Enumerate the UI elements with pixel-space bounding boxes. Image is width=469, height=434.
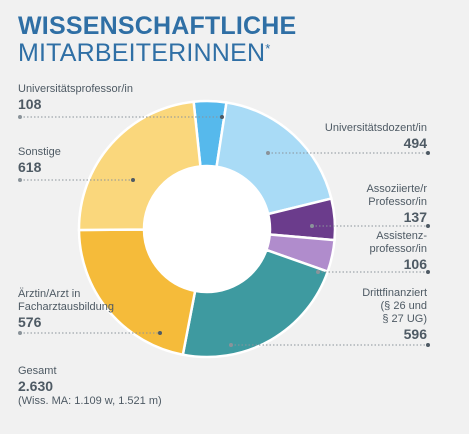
donut-slices	[77, 99, 337, 359]
total-note: (Wiss. MA: 1.109 w, 1.521 m)	[18, 395, 162, 407]
label-value: 618	[18, 159, 42, 175]
total-value: 2.630	[18, 378, 54, 394]
total-label: Gesamt	[18, 365, 57, 377]
label-sonstige: Sonstige 618	[18, 146, 61, 176]
label-value: 596	[403, 326, 427, 342]
leader-dot-dozent	[266, 151, 270, 155]
label-universitaetsdozent: Universitätsdozent/in 494	[325, 122, 427, 152]
chart-title-line2: MITARBEITERINNEN*	[18, 41, 270, 66]
chart-title-line1: WISSENSCHAFTLICHE	[18, 12, 297, 40]
leader-dot-assoz	[426, 224, 430, 228]
leader-lines	[18, 115, 430, 347]
donut-hole	[144, 166, 270, 292]
leader-dot-dritt	[426, 343, 430, 347]
leader-dot-dritt	[229, 343, 233, 347]
label-name: Universitätsprofessor/in	[18, 83, 133, 95]
label-name: Assoziierte/r	[366, 183, 427, 195]
leader-dot-arzt	[158, 331, 162, 335]
label-value: 494	[403, 135, 427, 151]
label-name: § 27 UG)	[382, 313, 427, 325]
leader-dot-assist	[426, 270, 430, 274]
leader-dot-dozent	[426, 151, 430, 155]
label-name: Assistenz-	[376, 230, 427, 242]
label-name: Universitätsdozent/in	[324, 122, 427, 134]
leader-dot-assist	[316, 270, 320, 274]
label-value: 108	[18, 96, 42, 112]
chart-title-line2-text: MITARBEITERINNEN	[18, 39, 266, 67]
label-value: 106	[403, 256, 427, 272]
leader-dot-uniprof	[220, 115, 224, 119]
label-name: Ärztin/Arzt in	[18, 288, 81, 300]
leader-dot-sonst	[18, 178, 22, 182]
label-drittfinanziert: Drittfinanziert (§ 26 und § 27 UG) 596	[362, 287, 427, 343]
label-name: Sonstige	[18, 146, 61, 158]
footnote-mark: *	[265, 41, 271, 56]
label-value: 137	[403, 209, 427, 225]
label-name: (§ 26 und	[380, 300, 427, 312]
leader-dot-arzt	[18, 331, 22, 335]
label-assistenzprofessor: Assistenz- professor/in 106	[370, 230, 427, 273]
leader-dot-sonst	[131, 178, 135, 182]
label-assoziierte-professor: Assoziierte/r Professor/in 137	[366, 183, 427, 226]
leader-dot-uniprof	[18, 115, 22, 119]
label-arzt-facharztausbildung: Ärztin/Arzt in Facharztausbildung 576	[18, 288, 114, 331]
leader-dot-assoz	[310, 224, 314, 228]
label-universitaetsprofessor: Universitätsprofessor/in 108	[18, 83, 133, 113]
label-value: 576	[18, 314, 42, 330]
label-name: Drittfinanziert	[362, 287, 427, 299]
label-name: professor/in	[369, 243, 427, 255]
total-block: Gesamt 2.630 (Wiss. MA: 1.109 w, 1.521 m…	[18, 365, 162, 408]
label-name: Professor/in	[368, 196, 427, 208]
label-name: Facharztausbildung	[18, 301, 115, 313]
